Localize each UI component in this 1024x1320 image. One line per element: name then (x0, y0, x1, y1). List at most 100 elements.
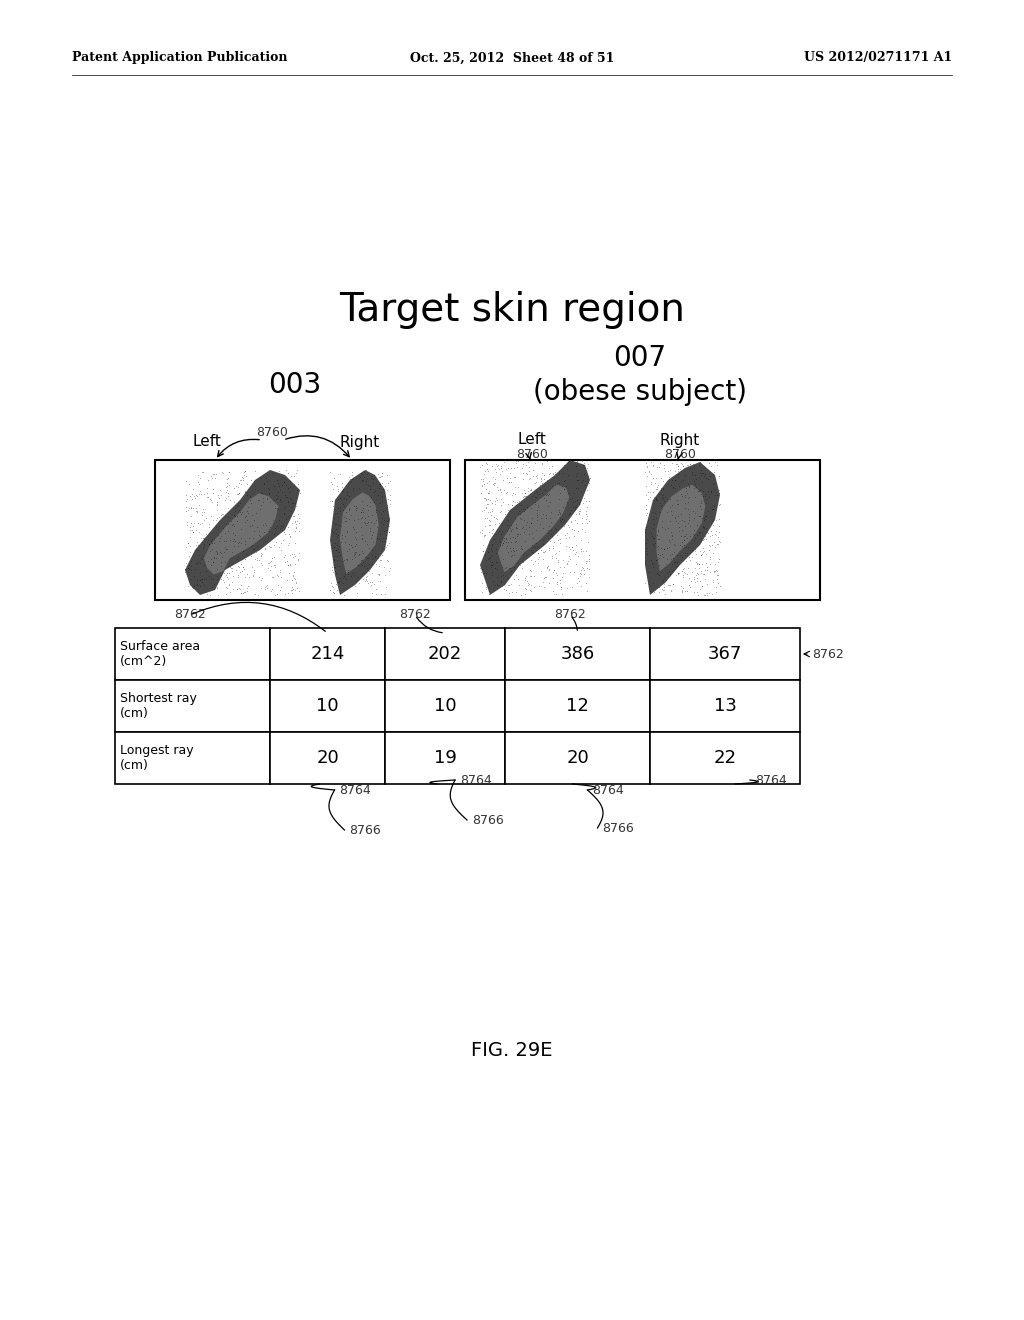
Point (504, 495, 520, 516)
Point (695, 540, 712, 561)
Point (497, 557, 513, 578)
Point (347, 499, 364, 520)
Point (187, 487, 204, 508)
Point (204, 506, 220, 527)
Point (205, 510, 221, 531)
Point (574, 470, 591, 491)
Point (184, 488, 201, 510)
Point (354, 507, 371, 528)
Point (324, 535, 340, 556)
Point (335, 550, 351, 572)
Point (534, 453, 550, 474)
Point (211, 487, 227, 508)
Point (272, 577, 289, 598)
Point (369, 488, 385, 510)
Point (287, 520, 303, 541)
Point (257, 539, 273, 560)
Point (709, 560, 725, 581)
Point (673, 525, 689, 546)
Point (335, 549, 351, 570)
Point (270, 510, 287, 531)
Point (381, 521, 397, 543)
Point (339, 480, 355, 502)
Point (178, 488, 195, 510)
Point (493, 572, 509, 593)
Text: 367: 367 (708, 645, 742, 663)
Point (205, 463, 221, 484)
Point (706, 561, 722, 582)
Point (288, 573, 304, 594)
Point (560, 482, 577, 503)
Point (335, 499, 351, 520)
Point (354, 525, 371, 546)
Point (189, 512, 206, 533)
Point (667, 552, 683, 573)
Point (655, 539, 672, 560)
Point (684, 461, 700, 482)
Point (240, 503, 256, 524)
Point (674, 454, 690, 475)
Point (364, 572, 380, 593)
Point (684, 539, 700, 560)
Point (679, 543, 695, 564)
Point (681, 577, 697, 598)
Point (573, 539, 590, 560)
Point (679, 527, 695, 548)
Point (515, 544, 531, 565)
Point (220, 562, 237, 583)
Point (507, 466, 523, 487)
Point (475, 535, 492, 556)
Point (355, 543, 372, 564)
Point (233, 561, 250, 582)
Text: Shortest ray
(cm): Shortest ray (cm) (120, 692, 197, 719)
Point (351, 467, 368, 488)
Point (523, 574, 540, 595)
Point (355, 502, 372, 523)
Point (371, 565, 387, 586)
Point (239, 482, 255, 503)
Point (269, 583, 286, 605)
Point (521, 516, 538, 537)
Point (262, 552, 279, 573)
Point (639, 528, 655, 549)
Point (698, 582, 715, 603)
Point (230, 482, 247, 503)
Point (209, 494, 225, 515)
Point (669, 494, 685, 515)
Point (214, 546, 230, 568)
Point (697, 525, 714, 546)
Point (679, 512, 695, 533)
Point (638, 494, 654, 515)
Point (490, 574, 507, 595)
Point (688, 552, 705, 573)
Point (377, 531, 393, 552)
Point (663, 521, 679, 543)
Point (525, 577, 542, 598)
Point (186, 512, 203, 533)
Point (182, 512, 199, 533)
Point (558, 475, 574, 496)
Point (366, 491, 382, 512)
PathPatch shape (204, 494, 279, 574)
Point (204, 539, 220, 560)
Point (477, 515, 494, 536)
Point (335, 565, 351, 586)
Point (670, 459, 686, 480)
Point (340, 560, 356, 581)
Point (541, 463, 557, 484)
Point (285, 579, 301, 601)
Point (529, 552, 546, 573)
Point (645, 467, 662, 488)
Point (476, 474, 493, 495)
Point (680, 557, 696, 578)
Point (273, 475, 290, 496)
Point (645, 528, 662, 549)
Point (259, 463, 275, 484)
Point (473, 500, 489, 521)
Point (553, 577, 569, 598)
Point (332, 582, 348, 603)
Point (269, 499, 286, 520)
Point (250, 585, 266, 606)
Point (332, 570, 348, 591)
Point (574, 492, 591, 513)
